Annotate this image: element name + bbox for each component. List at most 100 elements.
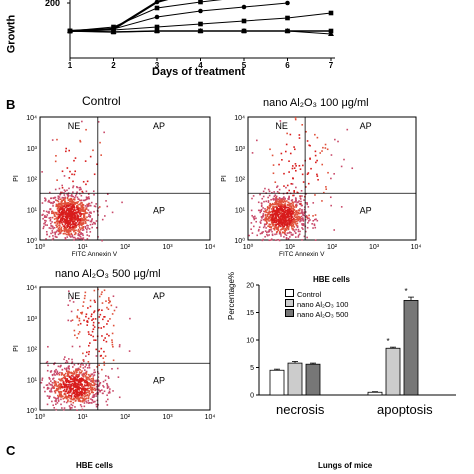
- flow-dot: [300, 204, 303, 207]
- flow-dot: [298, 216, 300, 218]
- flow-dot: [298, 164, 301, 167]
- flow-dot: [70, 208, 72, 211]
- flow-dot: [97, 380, 100, 382]
- flow-dot: [103, 386, 105, 388]
- flow-dot: [101, 368, 103, 371]
- flow-dot: [78, 192, 81, 195]
- flow-dot: [346, 128, 349, 131]
- flow-dot: [252, 216, 255, 218]
- flow-dot: [63, 228, 66, 230]
- flow-dot: [76, 368, 79, 370]
- flow-dot: [272, 164, 275, 166]
- flow-dot: [287, 216, 289, 219]
- flow-dot: [69, 394, 71, 397]
- flow-dot: [82, 180, 85, 183]
- flow-dot: [253, 218, 256, 221]
- flow-dot: [52, 205, 54, 207]
- flow-dot: [59, 203, 62, 206]
- flow-dot: [275, 223, 278, 226]
- flow-dot: [262, 214, 265, 217]
- flow-dot: [257, 209, 260, 212]
- flow-dot: [75, 375, 77, 378]
- flow-dot: [73, 198, 76, 201]
- flow-dot: [55, 403, 57, 406]
- flow-dot: [81, 391, 84, 394]
- flow-dot: [267, 211, 269, 214]
- flow-dot: [68, 216, 71, 218]
- flow-dot: [64, 377, 66, 380]
- flow-dot: [69, 375, 71, 378]
- flow-dot: [283, 220, 286, 222]
- flow-dot: [285, 237, 288, 239]
- flow-dot: [58, 220, 61, 223]
- flow-dot: [298, 134, 301, 136]
- flow-dot: [76, 208, 79, 211]
- flow-dot: [275, 212, 278, 214]
- flow-dot: [48, 227, 51, 229]
- flow-dot: [96, 163, 98, 166]
- flow-dot: [73, 236, 76, 239]
- flow-dot: [48, 382, 51, 385]
- flow-dot: [56, 223, 59, 225]
- flow-dot: [54, 374, 56, 376]
- flow-dot: [56, 370, 59, 373]
- flow-dot: [71, 220, 73, 223]
- flow-dot: [277, 219, 279, 221]
- flow-xtick-label: 10¹: [77, 414, 88, 420]
- flow-dot: [85, 373, 88, 376]
- flow-quadrant-ap-upper: AP: [153, 121, 165, 131]
- flow-dot: [75, 373, 78, 376]
- flow-dot: [76, 186, 79, 189]
- flow-dot: [88, 394, 90, 397]
- flow-dot: [84, 366, 87, 368]
- flow-dot: [64, 390, 67, 393]
- flow-dot: [86, 238, 89, 240]
- flow-dot: [76, 196, 79, 199]
- flow-dot: [305, 230, 307, 233]
- flow-dot: [94, 389, 96, 392]
- flow-dot: [270, 238, 273, 241]
- flow-dot: [63, 367, 66, 370]
- flow-dot: [286, 184, 289, 187]
- flow-dot: [296, 225, 299, 228]
- flow-dot: [82, 379, 85, 381]
- flow-dot: [285, 229, 287, 231]
- flow-dot: [290, 202, 293, 205]
- flow-dot: [281, 217, 284, 219]
- flow-xtick-label: 10²: [327, 244, 338, 251]
- flow-dot: [96, 384, 99, 386]
- flow-dot: [75, 229, 77, 232]
- flow-dot: [282, 215, 285, 218]
- flow-dot: [264, 208, 266, 210]
- flow-dot: [66, 379, 68, 381]
- flow-dot: [265, 217, 268, 220]
- flow-dot: [66, 193, 69, 196]
- bar-category-apoptosis: apoptosis: [377, 402, 433, 417]
- flow-dot: [299, 198, 302, 200]
- flow-dot: [268, 210, 271, 212]
- flow-dot: [71, 378, 74, 381]
- flow-dot: [80, 199, 82, 202]
- flow-dot: [129, 317, 131, 320]
- flow-dot: [267, 196, 269, 199]
- flow-dot: [83, 405, 86, 408]
- flow-dot: [71, 202, 74, 205]
- flow-dot: [284, 217, 286, 219]
- flow-dot: [71, 226, 73, 229]
- flow-dot: [63, 209, 65, 211]
- flow-dot: [72, 301, 75, 303]
- flow-dot: [50, 380, 52, 382]
- flow-dot: [288, 223, 291, 226]
- flow-dot: [275, 215, 277, 218]
- flow-dot: [269, 226, 271, 228]
- flow-dot: [298, 200, 300, 202]
- flow-dot: [250, 228, 252, 231]
- flow-dot: [267, 225, 269, 228]
- flow-dot: [80, 364, 82, 366]
- flow-dot: [67, 384, 70, 386]
- flow-dot: [280, 218, 283, 221]
- flow-dot: [304, 201, 307, 204]
- flow-dot: [46, 369, 49, 372]
- flow-dot: [86, 382, 89, 385]
- flow-dot: [282, 226, 285, 229]
